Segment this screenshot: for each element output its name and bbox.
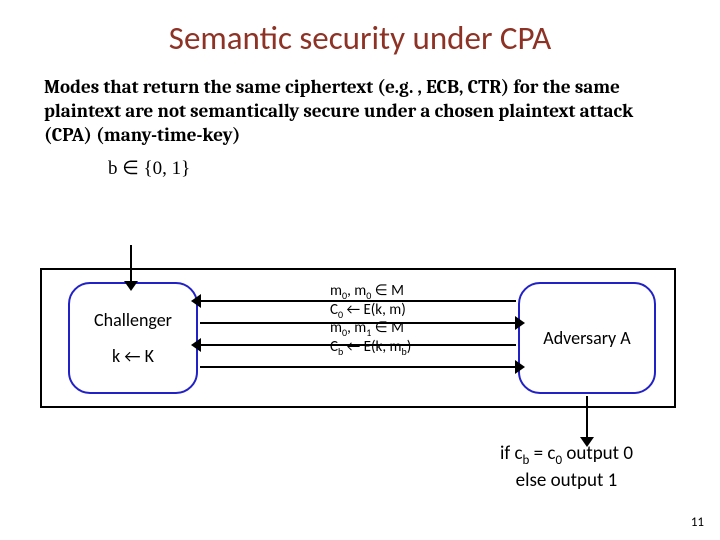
arrow-line bbox=[586, 396, 588, 438]
challenger-box: Challenger k ← K bbox=[68, 282, 198, 394]
arrow-head bbox=[191, 338, 201, 352]
title-text: Semantic security under CPA bbox=[169, 18, 551, 58]
arrow-head bbox=[580, 437, 594, 447]
b-formula: b ∈ {0, 1} bbox=[0, 147, 720, 180]
arrow-head bbox=[191, 294, 201, 308]
message-block: m0, m0 ∈ M C0 ← E(k, m) m0, m1 ∈ M Cb ← … bbox=[330, 283, 411, 357]
adversary-box: Adversary A bbox=[518, 282, 656, 394]
msg-line-1: m0, m0 ∈ M bbox=[330, 283, 411, 302]
arrow-line bbox=[130, 245, 132, 282]
msg-line-4: Cb ← E(k, mb) bbox=[330, 339, 411, 358]
slide-number: 11 bbox=[691, 515, 704, 530]
slide-title: Semantic security under CPA bbox=[0, 0, 720, 58]
arrow-head bbox=[515, 316, 525, 330]
output-text: if cb = c0 output 0 else output 1 bbox=[500, 442, 633, 493]
arrow-head bbox=[515, 360, 525, 374]
arrow-line bbox=[200, 366, 516, 368]
challenger-key: k ← K bbox=[112, 345, 154, 367]
adversary-label: Adversary A bbox=[543, 327, 630, 349]
output-line-2: else output 1 bbox=[500, 469, 633, 493]
arrow-line bbox=[200, 344, 516, 346]
challenger-label: Challenger bbox=[94, 309, 172, 331]
arrow-head bbox=[124, 281, 138, 291]
msg-line-2: C0 ← E(k, m) bbox=[330, 302, 411, 321]
arrow-line bbox=[200, 322, 516, 324]
arrow-line bbox=[200, 300, 516, 302]
output-line-1: if cb = c0 output 0 bbox=[500, 442, 633, 469]
body-paragraph: Modes that return the same ciphertext (e… bbox=[0, 58, 720, 147]
